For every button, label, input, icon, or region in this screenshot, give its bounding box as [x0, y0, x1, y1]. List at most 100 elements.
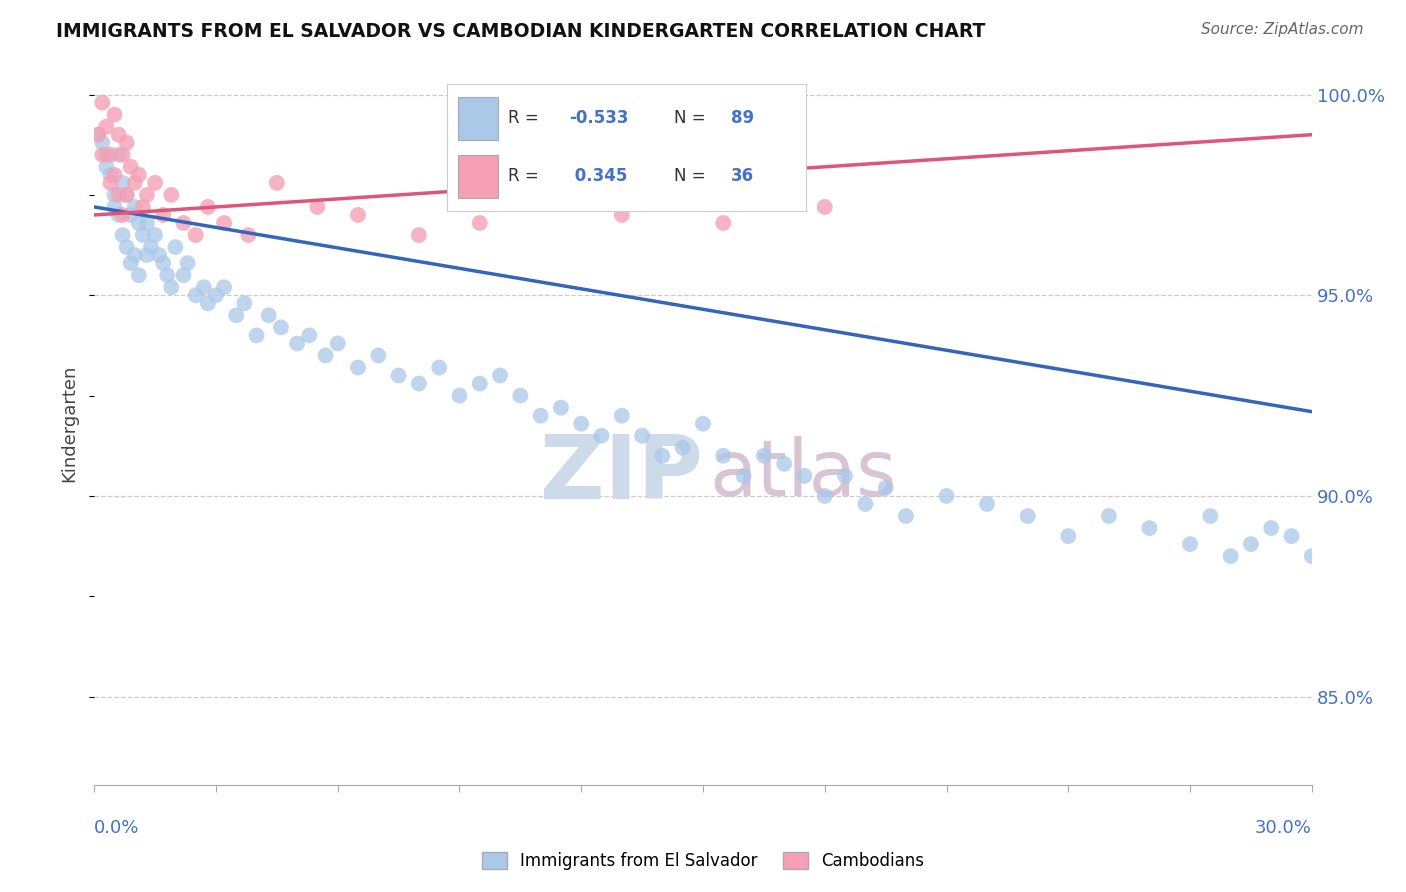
Point — [651, 449, 673, 463]
Point — [530, 409, 553, 423]
Point — [132, 200, 155, 214]
Point — [814, 489, 837, 503]
Point — [569, 417, 592, 431]
Point — [1219, 549, 1241, 564]
Point — [120, 208, 142, 222]
Point — [834, 469, 856, 483]
Point — [160, 188, 183, 202]
Point — [752, 449, 775, 463]
Point — [449, 388, 471, 402]
Point — [160, 280, 183, 294]
Point — [1320, 136, 1343, 150]
Point — [120, 160, 142, 174]
Point — [935, 489, 957, 503]
Point — [103, 108, 125, 122]
Point — [100, 148, 122, 162]
Point — [115, 136, 138, 150]
Point — [245, 328, 267, 343]
Point — [367, 348, 389, 362]
Point — [205, 288, 228, 302]
Point — [91, 148, 114, 162]
Point — [509, 388, 531, 402]
Point — [212, 216, 235, 230]
Point — [307, 200, 329, 214]
Point — [96, 120, 118, 134]
Text: IMMIGRANTS FROM EL SALVADOR VS CAMBODIAN KINDERGARTEN CORRELATION CHART: IMMIGRANTS FROM EL SALVADOR VS CAMBODIAN… — [56, 22, 986, 41]
Point — [96, 148, 118, 162]
Point — [1017, 508, 1039, 523]
Point — [894, 508, 917, 523]
Point — [152, 256, 174, 270]
Point — [711, 449, 734, 463]
Point — [1057, 529, 1080, 543]
Point — [124, 200, 146, 214]
Point — [550, 401, 572, 415]
Point — [326, 336, 349, 351]
Point — [136, 248, 159, 262]
Point — [103, 188, 125, 202]
Text: ZIP: ZIP — [540, 431, 703, 517]
Point — [124, 248, 146, 262]
Point — [111, 176, 134, 190]
Point — [128, 168, 150, 182]
Point — [468, 216, 491, 230]
Point — [733, 469, 755, 483]
Point — [173, 268, 195, 283]
Point — [591, 428, 613, 442]
Point — [853, 497, 876, 511]
Point — [87, 128, 110, 142]
Point — [136, 188, 159, 202]
Text: 30.0%: 30.0% — [1256, 819, 1312, 837]
Point — [1341, 248, 1364, 262]
Point — [212, 280, 235, 294]
Point — [111, 148, 134, 162]
Point — [103, 200, 125, 214]
Point — [173, 216, 195, 230]
Point — [143, 228, 166, 243]
Point — [128, 216, 150, 230]
Point — [136, 216, 159, 230]
Point — [610, 208, 633, 222]
Point — [111, 228, 134, 243]
Point — [408, 376, 430, 391]
Point — [225, 309, 247, 323]
Point — [347, 360, 370, 375]
Point — [711, 216, 734, 230]
Point — [115, 240, 138, 254]
Point — [111, 208, 134, 222]
Point — [1199, 508, 1222, 523]
Text: 0.0%: 0.0% — [94, 819, 139, 837]
Point — [1301, 549, 1323, 564]
Point — [388, 368, 411, 383]
Point — [193, 280, 215, 294]
Point — [408, 228, 430, 243]
Point — [468, 376, 491, 391]
Point — [139, 240, 162, 254]
Point — [107, 128, 129, 142]
Point — [115, 188, 138, 202]
Point — [91, 136, 114, 150]
Point — [87, 128, 110, 142]
Point — [91, 95, 114, 110]
Point — [427, 360, 450, 375]
Point — [152, 208, 174, 222]
Point — [631, 428, 654, 442]
Y-axis label: Kindergarten: Kindergarten — [60, 365, 79, 483]
Point — [197, 200, 219, 214]
Point — [610, 409, 633, 423]
Point — [793, 469, 815, 483]
Point — [1361, 609, 1384, 624]
Text: Source: ZipAtlas.com: Source: ZipAtlas.com — [1201, 22, 1364, 37]
Point — [176, 256, 198, 270]
Point — [103, 168, 125, 182]
Text: atlas: atlas — [709, 436, 897, 512]
Point — [132, 228, 155, 243]
Point — [107, 148, 129, 162]
Point — [107, 188, 129, 202]
Point — [672, 441, 695, 455]
Point — [184, 288, 207, 302]
Point — [148, 248, 170, 262]
Point — [875, 481, 897, 495]
Point — [692, 417, 714, 431]
Point — [143, 176, 166, 190]
